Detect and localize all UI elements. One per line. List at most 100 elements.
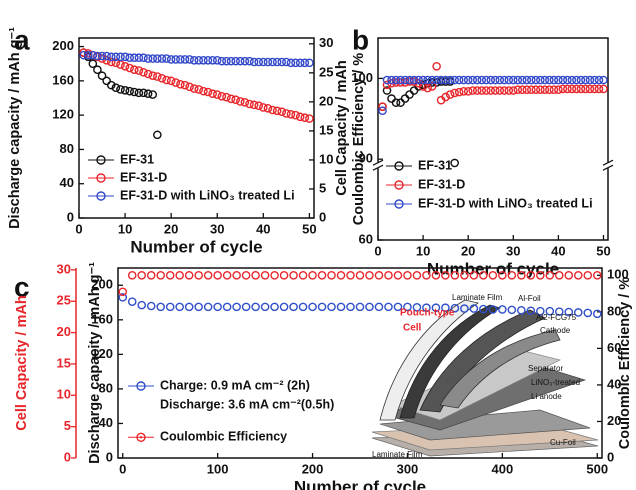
data-point [454,75,464,85]
data-point [336,271,346,280]
data-point [146,271,156,280]
data-point [260,302,270,312]
y2-tick-label: 0 [607,449,614,464]
data-point [125,63,134,73]
x-tick-label: 200 [302,461,324,476]
data-point [583,308,593,318]
data-point [488,271,498,280]
legend-marker [96,173,106,183]
data-point [289,271,298,280]
data-point [585,84,595,94]
data-point [592,271,602,280]
data-point [573,271,583,280]
data-point [441,75,450,85]
data-point [139,67,148,77]
data-point [431,271,441,280]
y2-tick-label: 60 [607,340,621,355]
data-point [79,48,88,57]
data-point [572,84,581,94]
data-point [93,51,102,61]
data-point [148,54,158,63]
data-point [134,66,144,75]
data-point [567,75,577,85]
data-point [308,302,317,312]
data-point [486,75,496,85]
data-point [241,271,251,280]
data-point [499,75,509,85]
y-tick-label: 60 [359,231,373,246]
data-point [527,75,536,85]
series [118,293,602,319]
x-tick-label: 30 [506,243,520,258]
panel-label: c [14,271,30,302]
x-tick-label: 400 [492,461,514,476]
data-point [231,56,240,66]
data-point [599,75,608,85]
data-point [540,75,550,85]
data-point [212,55,222,65]
legend-label: EF-31-D with LiNO₃ treated Li [418,196,593,210]
data-point [346,302,355,312]
data-point [573,308,583,317]
data-point [554,85,563,95]
data-point [116,52,125,62]
data-point [212,90,222,99]
pouch-cell-illustration [371,299,599,457]
data-point [405,75,414,85]
data-point [445,75,455,85]
data-point [213,271,222,280]
data-point [277,107,287,117]
data-point [127,271,137,280]
data-point [120,61,130,71]
data-point [531,75,541,85]
series [378,75,608,116]
data-point [176,79,185,89]
data-point [157,54,167,63]
legend-marker [96,155,106,165]
data-point [251,302,260,312]
x-tick-label: 50 [596,243,610,258]
x-tick-label: 30 [210,221,224,236]
plot-frame [78,37,315,219]
data-point [441,271,450,280]
data-point [490,75,500,85]
data-point [286,58,296,68]
x-tick-label: 300 [397,461,419,476]
data-point [282,109,291,118]
data-point [199,55,208,65]
data-point [554,307,564,316]
inset-label: Al-Foil [518,294,541,303]
data-point [576,75,586,85]
data-point [405,90,414,99]
data-point [175,302,184,312]
data-point [232,271,241,280]
series [79,48,314,123]
data-point [129,65,139,75]
data-point [554,271,564,280]
data-point [387,94,396,103]
data-point [300,58,310,68]
data-point [88,59,98,69]
x-tick-label: 100 [207,461,229,476]
data-point [268,57,277,67]
y3-tick-label: 30 [57,261,71,276]
data-point [289,302,298,312]
data-point [129,87,139,97]
data-point [251,271,260,280]
data-point [486,86,496,95]
data-point [125,53,134,63]
data-point [427,75,437,85]
data-point [479,271,488,280]
data-point [391,78,401,87]
x-tick-label: 0 [374,243,381,258]
x-tick-label: 20 [164,221,178,236]
data-point [143,54,153,63]
y-tick-label: 40 [99,415,113,430]
data-point [445,90,455,99]
data-point [263,103,273,113]
data-point [498,305,507,314]
data-point [441,303,450,313]
data-point [400,78,410,87]
data-point [165,271,175,280]
inset-label: Cu-Foil [550,438,576,447]
